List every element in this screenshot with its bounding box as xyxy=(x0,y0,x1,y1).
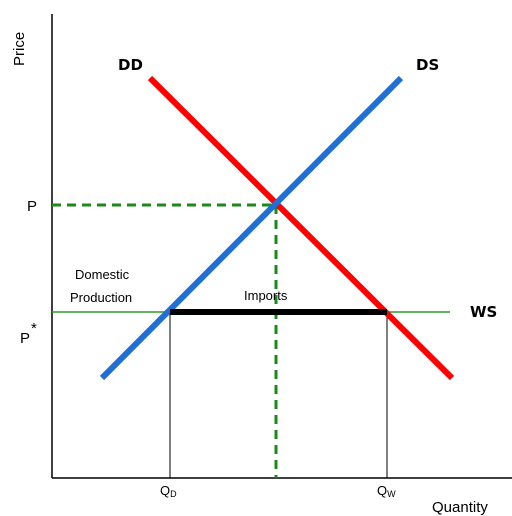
world-price-marker: * xyxy=(31,320,37,337)
y-axis-label: Price xyxy=(11,32,28,66)
demand-label: DD xyxy=(118,56,143,74)
autarky-price-label: P xyxy=(27,198,37,215)
world-quantity-label: QW xyxy=(377,483,396,499)
world-supply-label: WS xyxy=(470,303,497,321)
domestic-production-label-line2: Production xyxy=(70,290,132,305)
domestic-production-label-line1: Domestic xyxy=(75,267,130,282)
supply-curve xyxy=(99,75,404,381)
world-price-label: P xyxy=(20,330,30,347)
domestic-quantity-label: QD xyxy=(160,483,177,499)
x-axis-label: Quantity xyxy=(432,499,488,516)
supply-label: DS xyxy=(416,56,439,74)
imports-label: Imports xyxy=(244,288,288,303)
demand-curve xyxy=(147,75,455,381)
